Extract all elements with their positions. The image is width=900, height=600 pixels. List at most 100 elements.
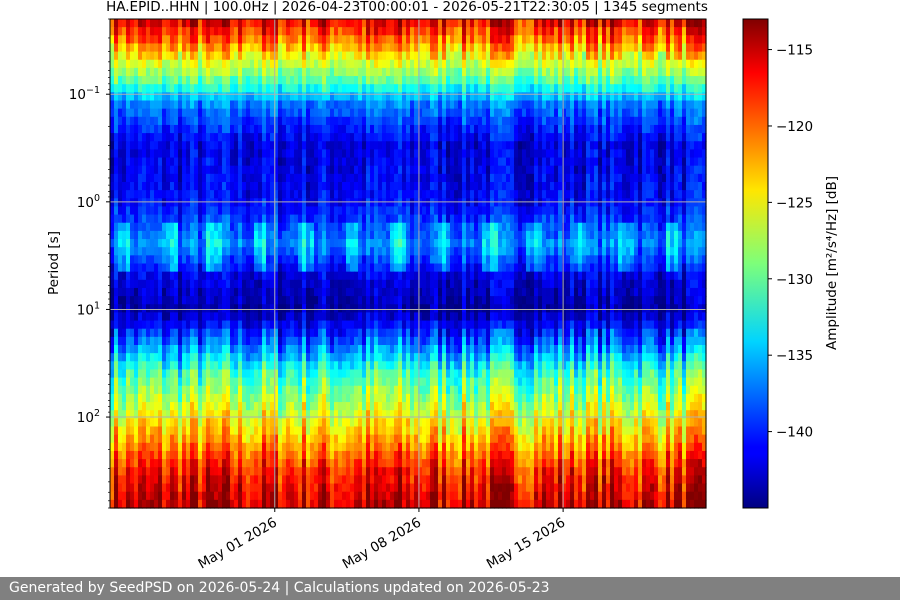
heatmap-cell: [274, 51, 279, 61]
heatmap-cell: [666, 165, 671, 175]
heatmap-cell: [522, 51, 527, 61]
heatmap-cell: [534, 100, 539, 110]
heatmap-cell: [322, 100, 327, 110]
heatmap-cell: [666, 247, 671, 256]
heatmap-cell: [210, 84, 215, 93]
heatmap-cell: [166, 157, 171, 167]
heatmap-cell: [326, 279, 331, 289]
heatmap-cell: [174, 230, 179, 240]
heatmap-cell: [234, 182, 239, 191]
heatmap-cell: [294, 287, 299, 297]
heatmap-cell: [262, 263, 267, 273]
heatmap-cell: [494, 51, 499, 61]
heatmap-cell: [510, 27, 515, 36]
heatmap-cell: [390, 59, 395, 69]
heatmap-cell: [162, 43, 167, 53]
heatmap-cell: [114, 67, 119, 77]
heatmap-cell: [602, 67, 607, 77]
heatmap-cell: [114, 263, 119, 273]
heatmap-cell: [182, 247, 187, 256]
heatmap-cell: [382, 92, 387, 102]
heatmap-cell: [218, 149, 223, 159]
heatmap-cell: [262, 92, 267, 102]
heatmap-cell: [622, 222, 627, 232]
heatmap-cell: [254, 255, 259, 265]
heatmap-cell: [454, 157, 459, 167]
heatmap-cell: [314, 100, 319, 110]
heatmap-cell: [650, 255, 655, 265]
heatmap-cell: [246, 263, 251, 273]
heatmap-cell: [298, 149, 303, 159]
heatmap-cell: [118, 206, 123, 216]
heatmap-cell: [518, 182, 523, 191]
heatmap-cell: [162, 124, 167, 134]
heatmap-cell: [622, 173, 627, 183]
heatmap-cell: [694, 247, 699, 256]
heatmap-cell: [334, 165, 339, 175]
heatmap-cell: [462, 67, 467, 77]
heatmap-cell: [610, 173, 615, 183]
heatmap-cell: [142, 173, 147, 183]
heatmap-cell: [250, 149, 255, 159]
heatmap-cell: [514, 173, 519, 183]
heatmap-cell: [314, 247, 319, 256]
heatmap-cell: [542, 108, 547, 118]
heatmap-cell: [174, 247, 179, 256]
heatmap-cell: [198, 92, 203, 102]
heatmap-cell: [554, 84, 559, 93]
heatmap-cell: [218, 67, 223, 77]
heatmap-cell: [702, 116, 707, 126]
heatmap-cell: [226, 35, 231, 45]
heatmap-cell: [346, 206, 351, 216]
heatmap-cell: [142, 271, 147, 281]
heatmap-cell: [686, 247, 691, 256]
heatmap-cell: [322, 59, 327, 69]
heatmap-cell: [258, 173, 263, 183]
heatmap-cell: [618, 51, 623, 61]
heatmap-cell: [238, 59, 243, 69]
heatmap-cell: [486, 43, 491, 53]
heatmap-cell: [422, 279, 427, 289]
heatmap-cell: [534, 19, 539, 28]
heatmap-cell: [586, 133, 591, 142]
heatmap-cell: [666, 173, 671, 183]
heatmap-cell: [218, 76, 223, 85]
heatmap-cell: [294, 190, 299, 199]
heatmap-cell: [186, 157, 191, 167]
heatmap-cell: [450, 271, 455, 281]
heatmap-cell: [154, 247, 159, 256]
heatmap-cell: [238, 182, 243, 191]
heatmap-cell: [434, 59, 439, 69]
heatmap-cell: [122, 92, 127, 102]
heatmap-cell: [414, 27, 419, 36]
heatmap-cell: [674, 263, 679, 273]
heatmap-cell: [478, 43, 483, 53]
heatmap-cell: [306, 133, 311, 142]
heatmap-cell: [218, 84, 223, 93]
heatmap-cell: [654, 255, 659, 265]
heatmap-cell: [598, 59, 603, 69]
heatmap-cell: [286, 287, 291, 297]
heatmap-cell: [598, 222, 603, 232]
heatmap-cell: [618, 124, 623, 134]
heatmap-cell: [122, 239, 127, 248]
heatmap-cell: [462, 239, 467, 248]
heatmap-cell: [242, 173, 247, 183]
heatmap-cell: [382, 173, 387, 183]
heatmap-cell: [226, 116, 231, 126]
heatmap-cell: [242, 133, 247, 142]
heatmap-cell: [242, 67, 247, 77]
heatmap-cell: [206, 239, 211, 248]
heatmap-cell: [286, 165, 291, 175]
heatmap-cell: [638, 19, 643, 28]
heatmap-cell: [690, 116, 695, 126]
heatmap-cell: [390, 51, 395, 61]
heatmap-cell: [686, 84, 691, 93]
heatmap-cell: [310, 27, 315, 36]
heatmap-cell: [502, 206, 507, 216]
heatmap-cell: [158, 100, 163, 110]
heatmap-cell: [614, 255, 619, 265]
heatmap-cell: [426, 92, 431, 102]
heatmap-cell: [294, 279, 299, 289]
heatmap-cell: [342, 43, 347, 53]
